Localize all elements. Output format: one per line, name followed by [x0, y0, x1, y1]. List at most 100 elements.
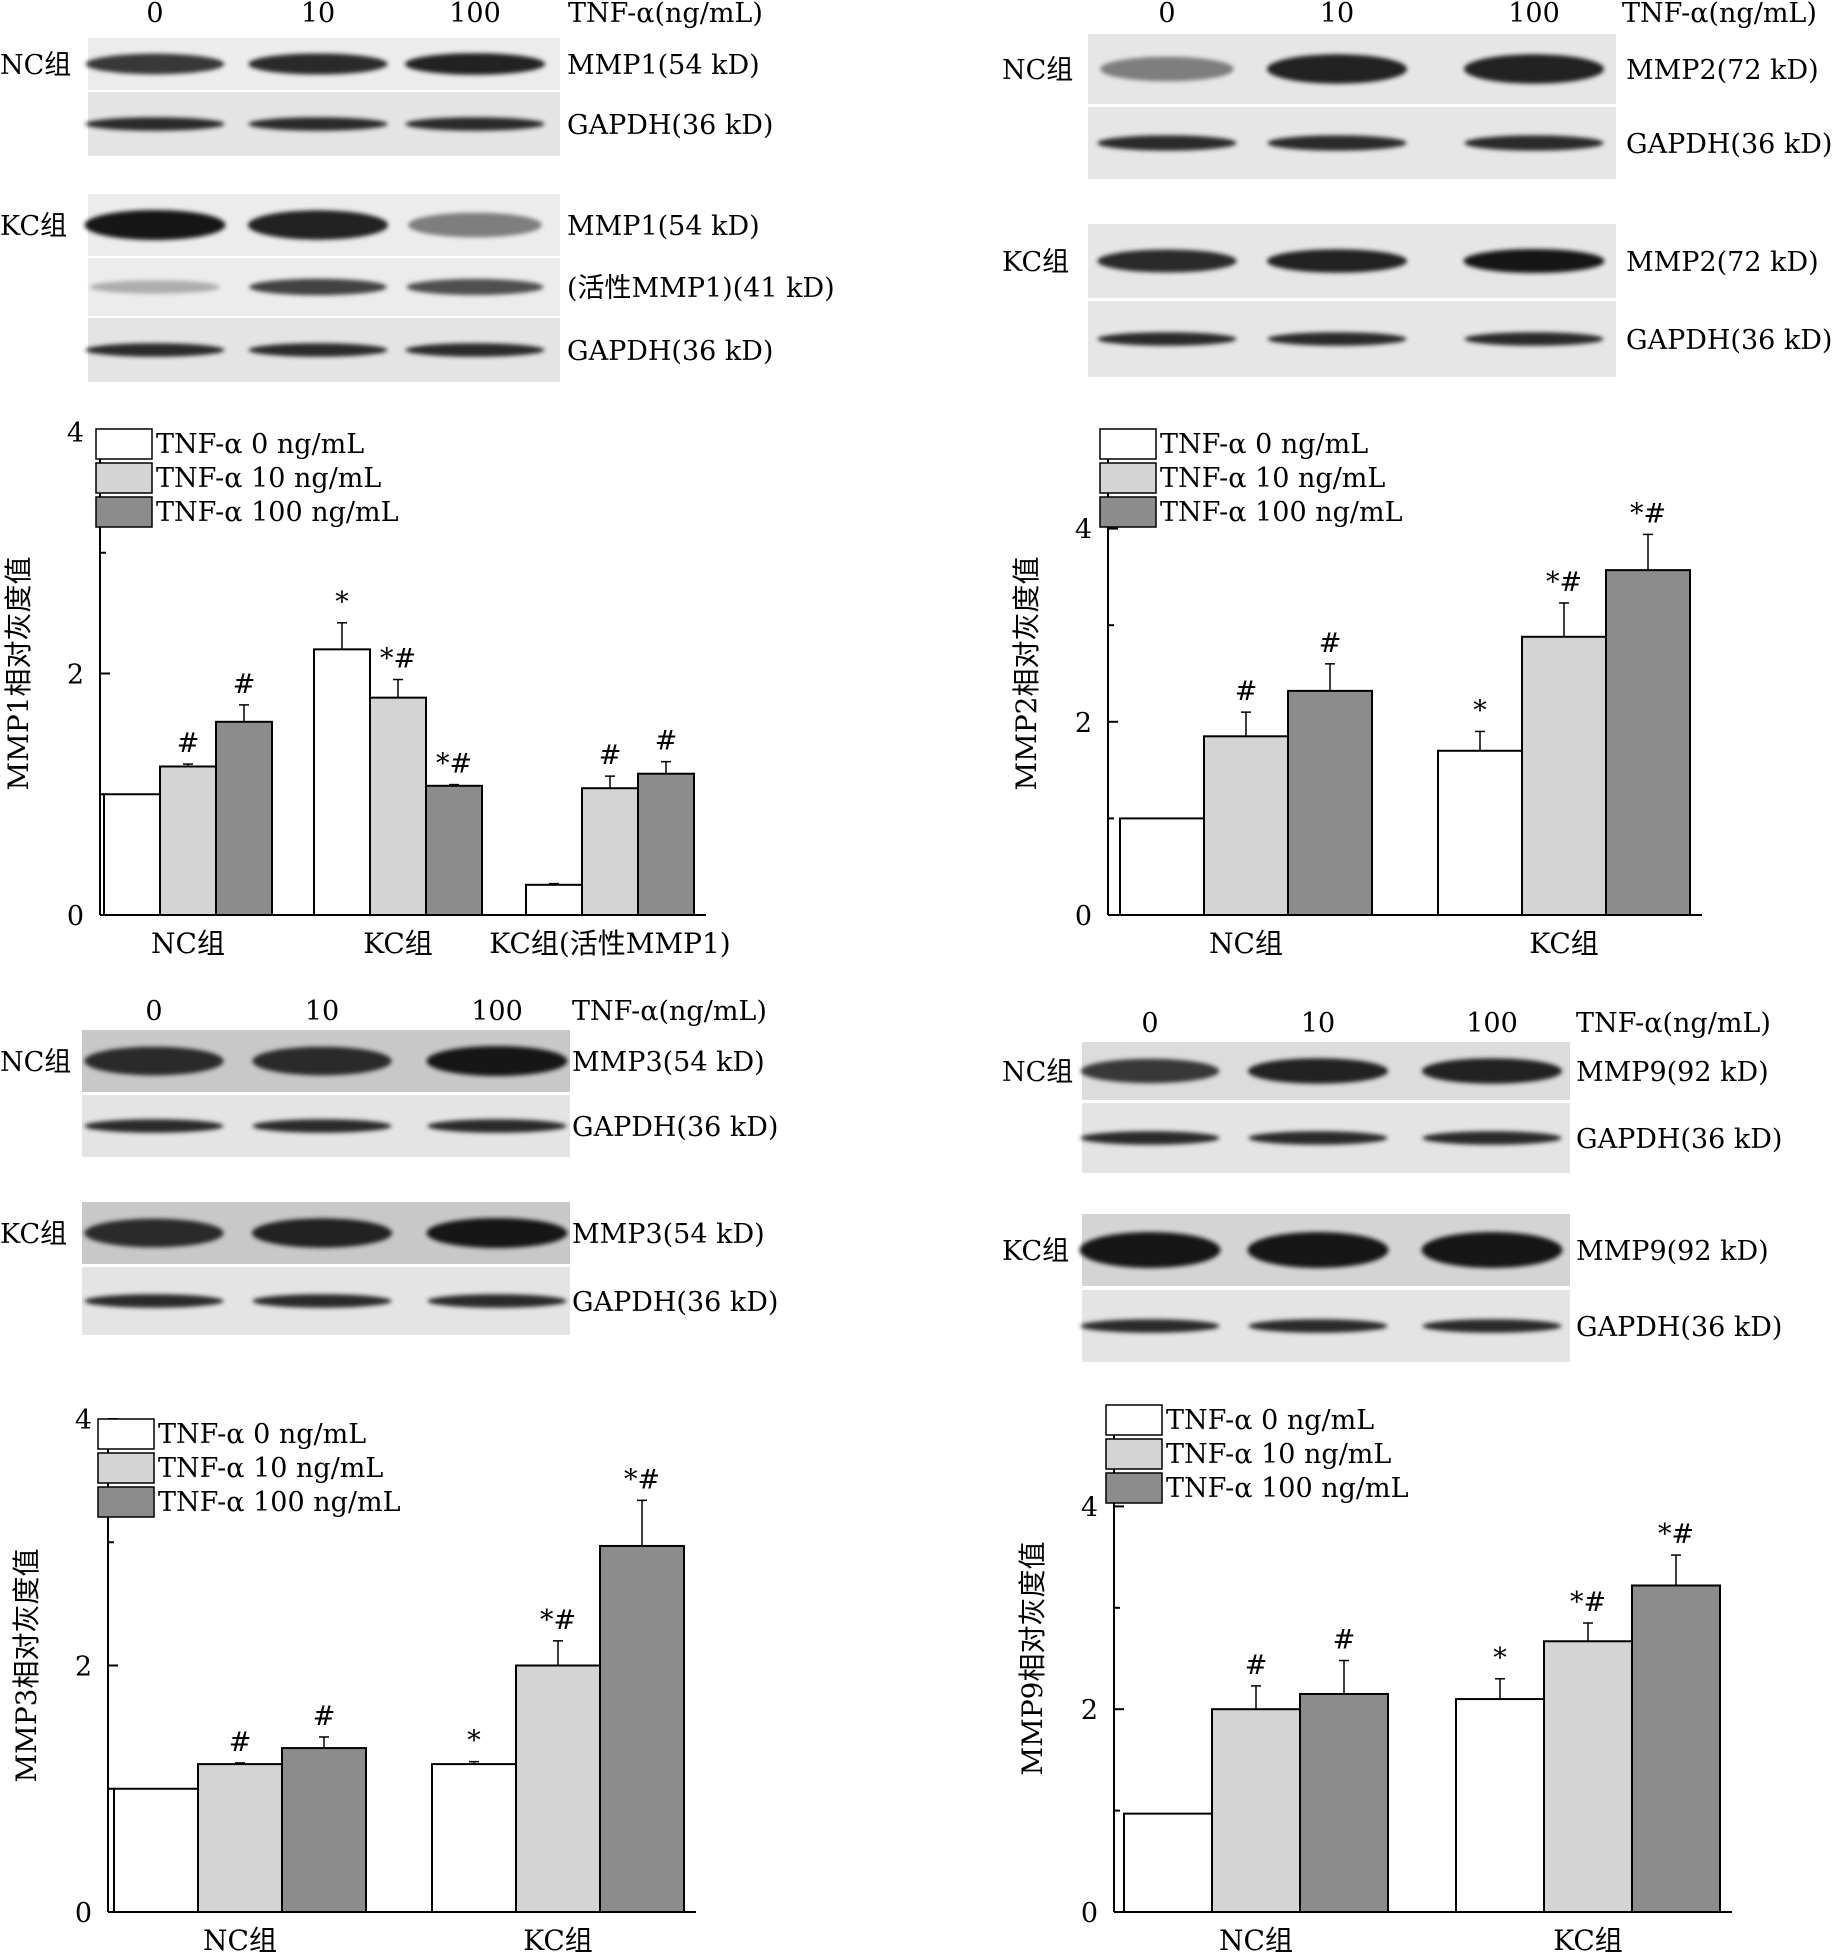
blot-band — [406, 278, 544, 296]
blot-band — [1097, 135, 1237, 151]
blot-band — [249, 278, 387, 296]
significance-mark: # — [1319, 628, 1342, 659]
y-tick-label: 0 — [1081, 1898, 1098, 1929]
group-label: NC组 — [1002, 55, 1073, 86]
significance-mark: # — [655, 726, 678, 757]
blot-band — [85, 343, 225, 357]
legend-swatch — [97, 1486, 155, 1518]
blot-band — [252, 1119, 392, 1133]
band-label: MMP1(54 kD) — [567, 50, 760, 81]
significance-mark: * — [335, 587, 349, 618]
lane-label: 0 — [1141, 1008, 1158, 1039]
significance-mark: *# — [624, 1464, 660, 1495]
bar — [281, 1747, 367, 1914]
significance-mark: *# — [1546, 567, 1582, 598]
blot-band — [84, 1294, 224, 1308]
lane-label: 100 — [1508, 0, 1560, 29]
significance-mark: *# — [436, 749, 472, 780]
significance-mark: # — [177, 728, 200, 759]
blot-band — [427, 1119, 567, 1133]
blot-band — [85, 53, 225, 75]
group-label: KC组 — [1002, 1236, 1069, 1267]
significance-mark: # — [229, 1727, 252, 1758]
legend-swatch — [1099, 462, 1157, 494]
group-label: NC组 — [0, 1047, 71, 1078]
y-tick-label: 4 — [67, 418, 84, 449]
blot-band — [1100, 56, 1234, 82]
lane-label: 0 — [146, 0, 163, 29]
significance-mark: *# — [380, 644, 416, 675]
band-label: MMP3(54 kD) — [572, 1047, 765, 1078]
group-label: NC组 — [0, 50, 71, 81]
blot-band — [1421, 1232, 1563, 1268]
bar — [103, 793, 161, 916]
band-label: GAPDH(36 kD) — [567, 336, 773, 367]
significance-mark: *# — [1630, 498, 1666, 529]
legend-label: TNF-α 10 ng/mL — [156, 463, 381, 494]
bar — [1437, 749, 1523, 917]
x-tick-label: NC组 — [151, 927, 225, 960]
significance-mark: *# — [1570, 1587, 1606, 1618]
x-tick-label: KC组 — [1553, 1924, 1623, 1957]
chart-1: 0 2 4 MMP1相对灰度值 # # NC组 * *# *# KC组 # # KC组(活性MMP1) TN… — [2, 418, 731, 960]
lane-label: 10 — [1301, 1008, 1335, 1039]
blot-band — [89, 280, 221, 294]
legend-label: TNF-α 100 ng/mL — [158, 1487, 401, 1518]
legend-label: TNF-α 0 ng/mL — [158, 1419, 366, 1450]
blot-panel-mmp1: 0 10 100 TNF-α(ng/mL) NC组 MMP1(54 kD) GAPDH(36… — [0, 0, 835, 382]
blot-band — [1267, 135, 1407, 151]
bar — [1455, 1698, 1545, 1914]
blot-band — [1097, 332, 1237, 346]
lane-label: 10 — [305, 996, 339, 1027]
bar — [1119, 817, 1205, 917]
blot-band — [84, 1046, 224, 1076]
legend-swatch — [1105, 1438, 1163, 1470]
bar — [1605, 569, 1691, 916]
legend-label: TNF-α 100 ng/mL — [156, 497, 399, 528]
blot-band — [1266, 54, 1408, 84]
western-blot-panels: 0 10 100 TNF-α(ng/mL)NC组 MMP1(54 kD)GAPDH(36… — [0, 0, 1832, 1362]
legend-swatch — [97, 1452, 155, 1484]
y-tick-label: 0 — [1075, 901, 1092, 932]
blot-band — [1422, 1319, 1562, 1333]
blot-band — [1267, 332, 1407, 346]
significance-mark: *# — [540, 1605, 576, 1636]
y-tick-label: 2 — [1075, 708, 1092, 739]
bar — [1543, 1640, 1633, 1913]
bar — [525, 883, 583, 916]
blot-band — [1463, 54, 1605, 84]
y-tick-label: 2 — [67, 660, 84, 691]
band-label: MMP3(54 kD) — [572, 1219, 765, 1250]
x-tick-label: KC组 — [1529, 927, 1599, 960]
bar — [159, 765, 217, 916]
blot-band — [1248, 1131, 1388, 1145]
legend-swatch — [95, 428, 153, 460]
treatment-label: TNF-α(ng/mL) — [1622, 0, 1817, 29]
y-tick-label: 4 — [75, 1405, 92, 1436]
y-tick-label: 0 — [67, 901, 84, 932]
blot-band — [1080, 1058, 1220, 1084]
group-label: NC组 — [1002, 1057, 1073, 1088]
y-tick-label: 2 — [75, 1652, 92, 1683]
band-label: (活性MMP1)(41 kD) — [567, 273, 835, 304]
blot-panel-mmp3: 0 10 100 TNF-α(ng/mL) NC组 MMP3(54 kD) GAPDH(36… — [0, 996, 778, 1335]
significance-mark: # — [1245, 1650, 1268, 1681]
y-axis-label: MMP3相对灰度值 — [10, 1549, 43, 1783]
group-label: KC组 — [0, 1219, 67, 1250]
y-tick-label: 4 — [1075, 515, 1092, 546]
legend-swatch — [1105, 1472, 1163, 1504]
blot-band — [1422, 1131, 1562, 1145]
legend-label: TNF-α 0 ng/mL — [1160, 429, 1368, 460]
lane-label: 10 — [1320, 0, 1354, 29]
bar — [425, 784, 483, 916]
treatment-label: TNF-α(ng/mL) — [572, 996, 767, 1027]
bar — [113, 1787, 199, 1913]
blot-band — [1464, 332, 1604, 346]
y-tick-label: 4 — [1081, 1492, 1098, 1523]
lane-label: 100 — [449, 0, 501, 29]
blot-band — [1080, 1131, 1220, 1145]
blot-band — [252, 1294, 392, 1308]
legend-label: TNF-α 0 ng/mL — [1166, 1405, 1374, 1436]
